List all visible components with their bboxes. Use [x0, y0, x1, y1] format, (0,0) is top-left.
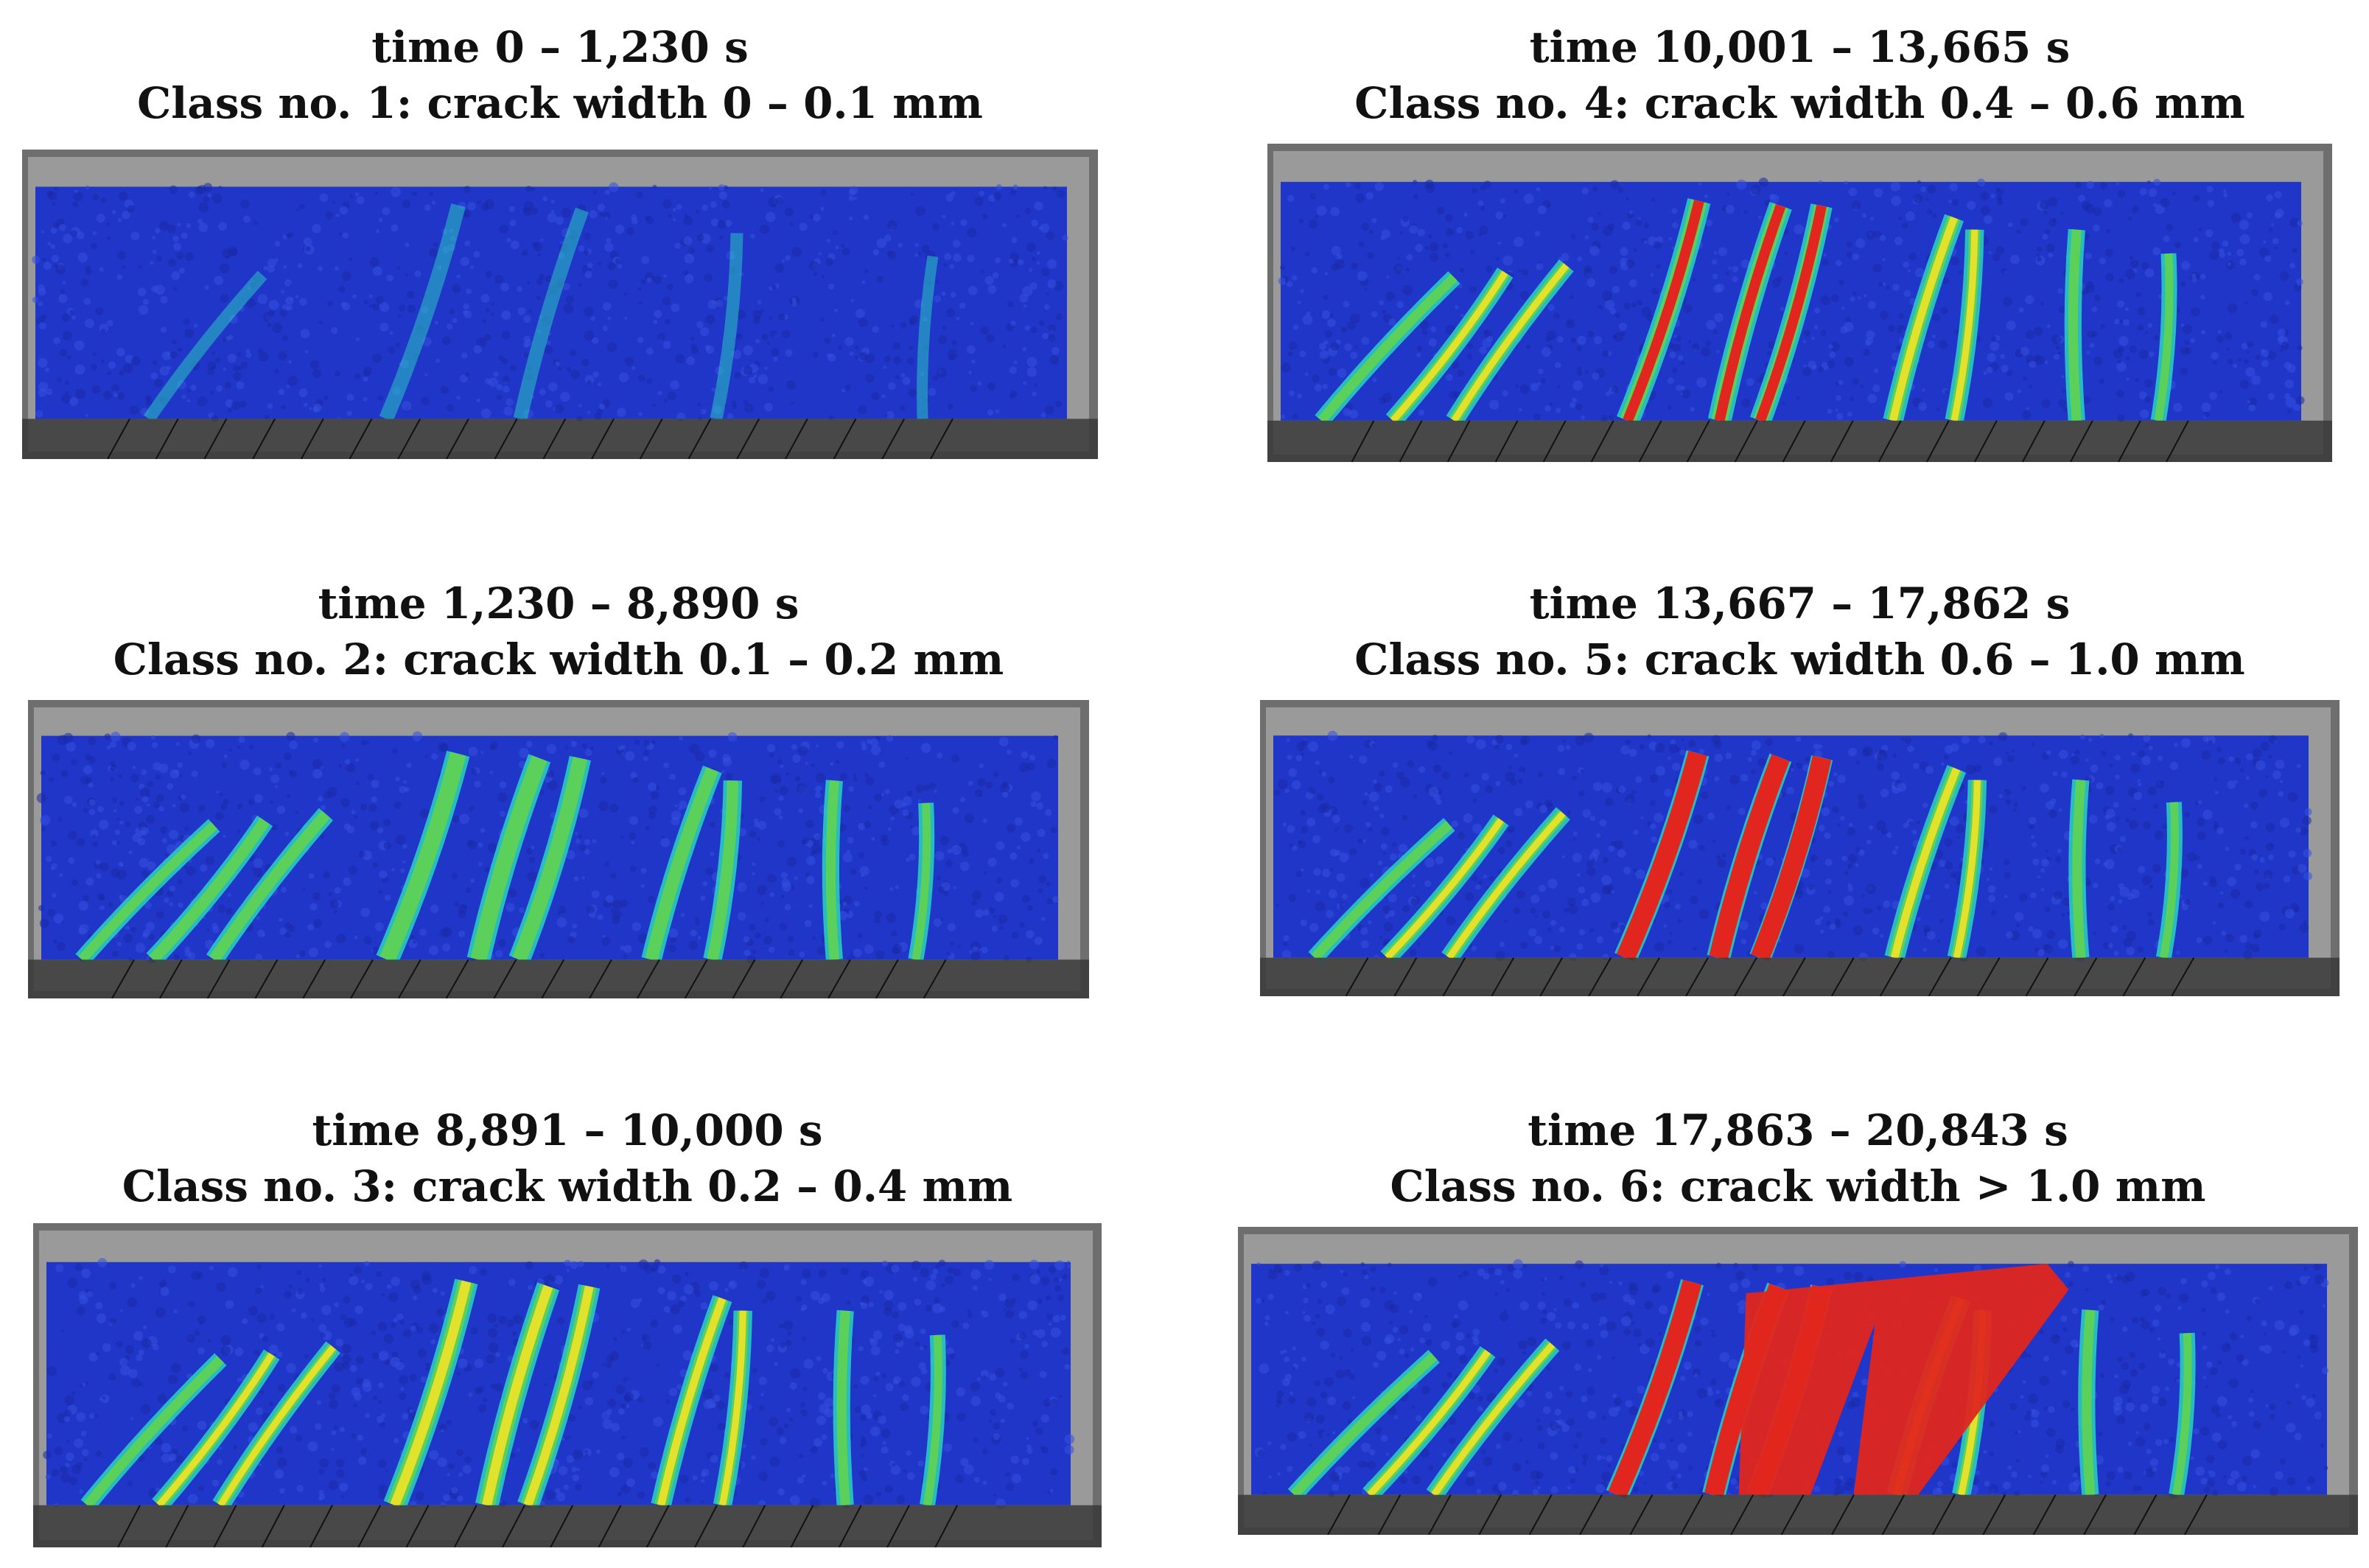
beam-strain-image: [22, 150, 1098, 459]
panel-title: time 17,863 – 20,843 s Class no. 6: crac…: [1238, 1109, 2358, 1208]
panel-title: time 8,891 – 10,000 s Class no. 3: crack…: [33, 1109, 1102, 1208]
panel-class-2: time 1,230 – 8,890 s Class no. 2: crack …: [28, 582, 1089, 1002]
panel-class-4: time 10,001 – 13,665 s Class no. 4: crac…: [1267, 26, 2332, 468]
crack-class-label: Class no. 2: crack width 0.1 – 0.2 mm: [113, 634, 1004, 685]
strain-field-svg: [1238, 1227, 2358, 1535]
strain-field-svg: [22, 150, 1098, 459]
beam-strain-image: [1267, 144, 2332, 462]
crack-class-label: Class no. 5: crack width 0.6 – 1.0 mm: [1354, 634, 2245, 685]
panel-title: time 0 – 1,230 s Class no. 1: crack widt…: [22, 26, 1098, 125]
panel-class-6: time 17,863 – 20,843 s Class no. 6: crac…: [1238, 1109, 2358, 1551]
beam-strain-image: [1238, 1227, 2358, 1535]
panel-class-5: time 13,667 – 17,862 s Class no. 5: crac…: [1260, 582, 2340, 998]
crack-class-label: Class no. 1: crack width 0 – 0.1 mm: [137, 78, 983, 128]
beam-strain-image: [28, 700, 1089, 998]
beam-strain-image: [33, 1223, 1102, 1547]
panel-title: time 1,230 – 8,890 s Class no. 2: crack …: [28, 582, 1089, 681]
time-range-label: time 17,863 – 20,843 s: [1528, 1105, 2068, 1155]
time-range-label: time 13,667 – 17,862 s: [1529, 578, 2071, 629]
panel-title: time 10,001 – 13,665 s Class no. 4: crac…: [1267, 26, 2332, 125]
crack-class-label: Class no. 4: crack width 0.4 – 0.6 mm: [1354, 78, 2245, 128]
time-range-label: time 0 – 1,230 s: [371, 22, 749, 72]
panel-title: time 13,667 – 17,862 s Class no. 5: crac…: [1260, 582, 2340, 681]
panel-class-3: time 8,891 – 10,000 s Class no. 3: crack…: [33, 1109, 1102, 1551]
time-range-label: time 8,891 – 10,000 s: [312, 1105, 823, 1155]
time-range-label: time 1,230 – 8,890 s: [318, 578, 799, 629]
panel-class-1: time 0 – 1,230 s Class no. 1: crack widt…: [22, 26, 1098, 461]
strain-field-svg: [1260, 700, 2340, 996]
strain-field-svg: [33, 1223, 1102, 1547]
crack-class-label: Class no. 6: crack width > 1.0 mm: [1390, 1161, 2206, 1211]
strain-field-svg: [1267, 144, 2332, 462]
beam-strain-image: [1260, 700, 2340, 996]
crack-class-label: Class no. 3: crack width 0.2 – 0.4 mm: [122, 1161, 1013, 1211]
time-range-label: time 10,001 – 13,665 s: [1529, 22, 2071, 72]
strain-field-svg: [28, 700, 1089, 998]
